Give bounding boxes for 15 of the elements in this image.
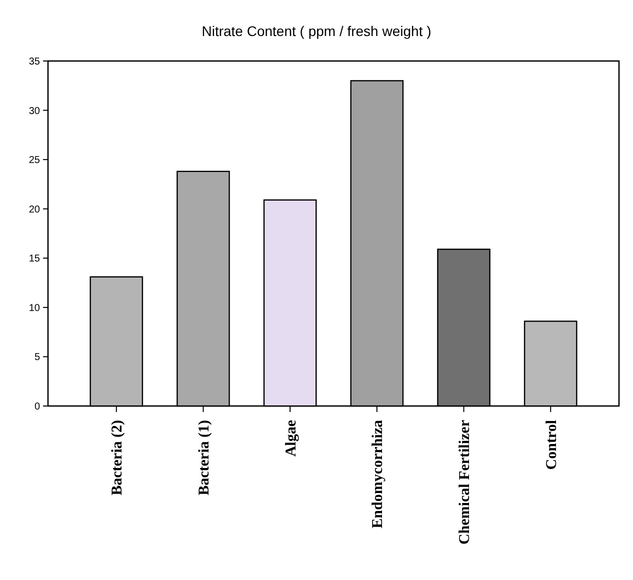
y-tick-label: 15 — [28, 254, 40, 265]
x-tick-label: Endomycorrhiza — [370, 420, 386, 528]
x-tick-label: Control — [544, 420, 560, 470]
x-tick-label: Algae — [283, 420, 300, 457]
y-tick-label: 25 — [28, 155, 40, 166]
x-tick-label: Bacteria (1) — [196, 420, 212, 496]
x-tick-label: Bacteria (2) — [110, 420, 126, 496]
y-tick-label: 5 — [34, 352, 40, 364]
y-tick-label: 35 — [28, 56, 40, 68]
y-tick-label: 10 — [28, 302, 40, 314]
y-tick-label: 30 — [28, 106, 40, 117]
y-tick-label: 20 — [28, 204, 40, 216]
chart-title: Nitrate Content ( ppm / fresh weight ) — [202, 23, 432, 39]
x-tick-label: Chemical Fertilizer — [457, 420, 474, 545]
y-tick-label: 0 — [34, 402, 40, 412]
